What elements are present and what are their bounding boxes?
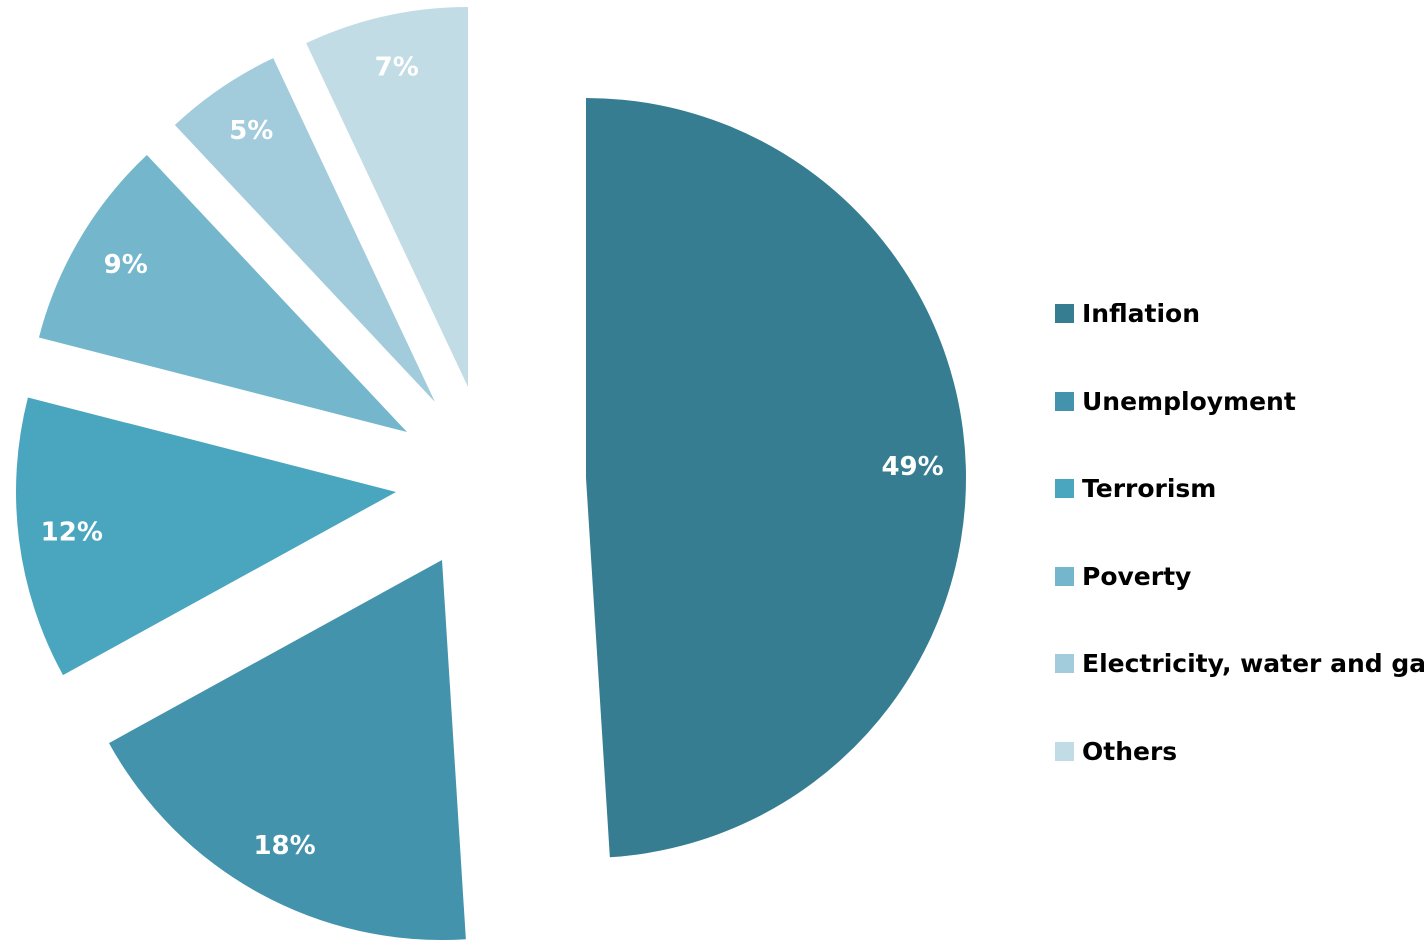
- legend-label: Others: [1082, 736, 1178, 766]
- slice-label-inflation: 49%: [881, 452, 943, 482]
- slice-label-terrorism: 12%: [41, 518, 103, 548]
- slice-label-others: 7%: [375, 53, 419, 83]
- legend-label: Terrorism: [1082, 474, 1217, 504]
- legend-item-poverty: Poverty: [1055, 533, 1424, 621]
- pie-slices: [15, 7, 966, 941]
- legend-label: Unemployment: [1082, 386, 1296, 416]
- legend-item-electricity-water-and-gas: Electricity, water and gas: [1055, 620, 1424, 708]
- legend-item-unemployment: Unemployment: [1055, 358, 1424, 446]
- pie-slice-inflation: [586, 98, 966, 858]
- legend: Inflation Unemployment Terrorism Poverty Ele…: [1055, 270, 1424, 795]
- legend-label: Electricity, water and gas: [1082, 649, 1424, 679]
- legend-swatch: [1055, 566, 1074, 586]
- legend-swatch: [1055, 654, 1074, 674]
- legend-item-inflation: Inflation: [1055, 270, 1424, 358]
- legend-item-terrorism: Terrorism: [1055, 445, 1424, 533]
- legend-label: Poverty: [1082, 561, 1192, 591]
- pie-slice-others: [306, 7, 468, 387]
- legend-swatch: [1055, 741, 1074, 761]
- slice-label-unemployment: 18%: [253, 831, 315, 861]
- slice-label-electricity-water-and-gas: 5%: [229, 116, 273, 146]
- pie-labels: 49% 18% 12% 9% 5% 7%: [41, 53, 944, 861]
- slice-label-poverty: 9%: [104, 250, 148, 280]
- legend-swatch: [1055, 304, 1074, 324]
- legend-label: Inflation: [1082, 299, 1200, 329]
- pie-slice-unemployment: [109, 560, 466, 941]
- legend-swatch: [1055, 391, 1074, 411]
- legend-swatch: [1055, 479, 1074, 499]
- pie-slice-poverty: [38, 154, 407, 433]
- legend-item-others: Others: [1055, 708, 1424, 796]
- pie-slice-terrorism: [15, 397, 396, 676]
- pie-slice-electricity-water-and-gas: [174, 58, 435, 403]
